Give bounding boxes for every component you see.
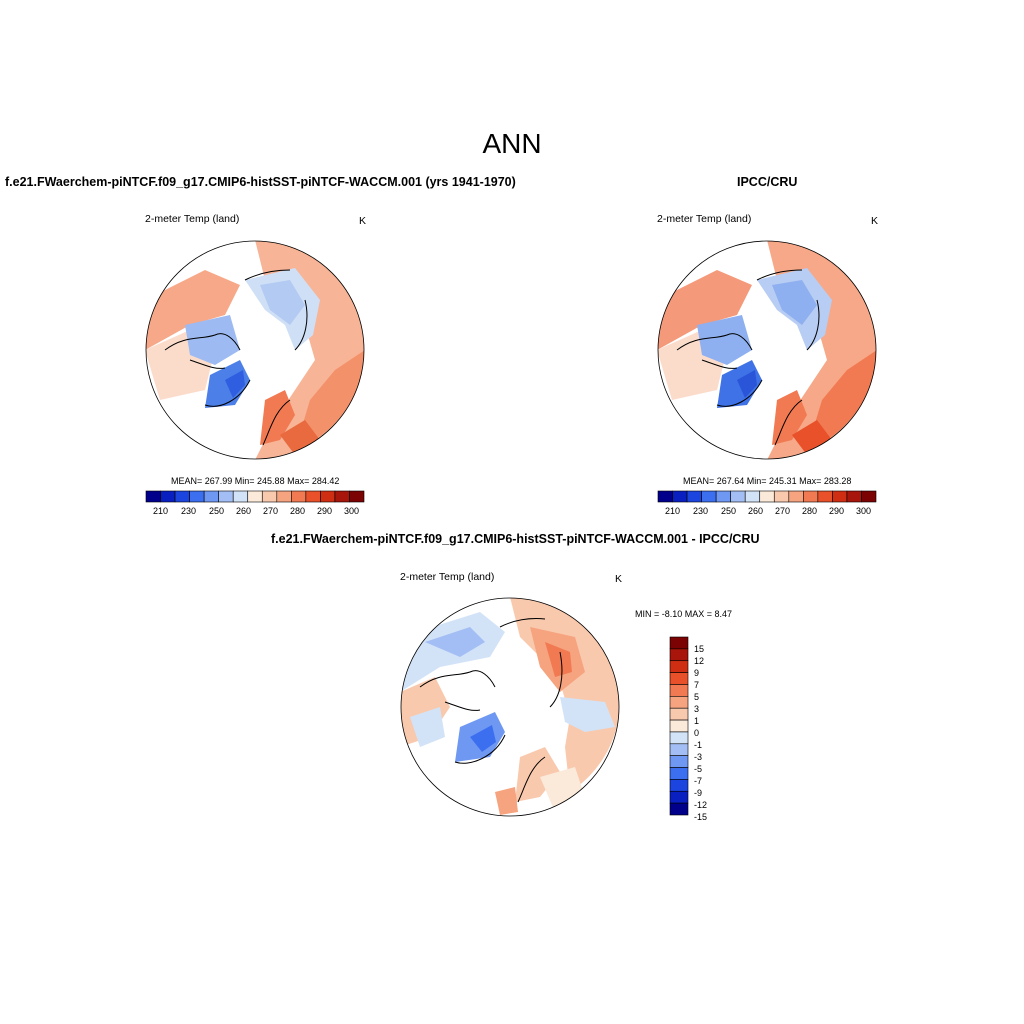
panel-3-tick: -9 <box>694 788 703 798</box>
panel-3-tick: 12 <box>694 656 705 666</box>
panel-3-tick: 7 <box>694 680 700 690</box>
panel-1-tick: 290 <box>317 506 333 516</box>
panel-3-tick: 3 <box>694 704 700 714</box>
panel-2-polar-map <box>657 240 877 460</box>
colorbar-swatch <box>672 490 688 503</box>
panel-1-tick: 250 <box>209 506 225 516</box>
colorbar-swatch <box>803 490 819 503</box>
colorbar-swatch <box>305 490 321 503</box>
colorbar-swatch <box>669 743 689 756</box>
panel-3-stats: MIN = -8.10 MAX = 8.47 <box>635 609 733 619</box>
panel-1-tick: 260 <box>236 506 252 516</box>
colorbar-swatch <box>773 490 790 503</box>
panel-1-colorbar-labels: 210 230 250 260 270 280 290 300 <box>146 506 364 518</box>
panel-2-colorbar-labels: 210 230 250 260 270 280 290 300 <box>658 506 876 518</box>
colorbar-swatch <box>669 779 689 792</box>
panel-1-polar-map <box>145 240 365 460</box>
colorbar-swatch <box>669 719 689 733</box>
colorbar-swatch <box>701 490 717 503</box>
panel-3-tick: 0 <box>694 728 700 738</box>
colorbar-swatch <box>334 490 350 503</box>
panel-1-tick: 280 <box>290 506 306 516</box>
panel-3-tick: -12 <box>694 800 708 810</box>
panel-3-colorbar <box>669 636 689 816</box>
panel-2-case-title: IPCC/CRU <box>737 175 798 189</box>
panel-3-tick: 5 <box>694 692 700 702</box>
colorbar-swatch <box>846 490 862 503</box>
panel-2-tick: 300 <box>856 506 872 516</box>
colorbar-swatch <box>744 490 761 503</box>
panel-3-tick: 15 <box>694 644 705 654</box>
colorbar-swatch <box>788 490 804 503</box>
colorbar-swatch <box>669 672 689 685</box>
panel-1-tick: 270 <box>263 506 279 516</box>
colorbar-swatch <box>861 490 877 503</box>
colorbar-swatch <box>759 490 775 503</box>
panel-3-tick: -3 <box>694 752 703 762</box>
panel-3-tick: 1 <box>694 716 700 726</box>
panel-3-units-label: K <box>615 573 623 585</box>
panel-2-colorbar <box>657 490 877 503</box>
colorbar-swatch <box>669 731 689 745</box>
panel-2-stats: MEAN= 267.64 Min= 245.31 Max= 283.28 <box>683 476 852 486</box>
colorbar-swatch <box>174 490 190 503</box>
colorbar-swatch <box>669 790 689 804</box>
colorbar-swatch <box>832 490 848 503</box>
panel-2-tick: 290 <box>829 506 845 516</box>
colorbar-swatch <box>276 490 292 503</box>
colorbar-swatch <box>291 490 307 503</box>
panel-3-colorbar-labels: 15 12 9 7 5 3 1 0 -1 -3 -5 -7 -9 -12 -15 <box>694 637 734 822</box>
panel-2-tick: 210 <box>665 506 681 516</box>
panel-3-tick: -15 <box>694 812 708 822</box>
colorbar-swatch <box>669 802 689 816</box>
panel-3-tick: -1 <box>694 740 703 750</box>
colorbar-swatch <box>232 490 249 503</box>
colorbar-swatch <box>320 490 336 503</box>
colorbar-swatch <box>247 490 263 503</box>
panel-3-tick: 9 <box>694 668 700 678</box>
colorbar-swatch <box>669 636 689 650</box>
colorbar-swatch <box>669 660 689 673</box>
colorbar-swatch <box>715 490 731 503</box>
panel-3-variable-label: 2-meter Temp (land) <box>400 571 495 583</box>
panel-1-colorbar <box>145 490 365 503</box>
colorbar-swatch <box>669 648 689 662</box>
panel-1-case-title: f.e21.FWaerchem-piNTCF.f09_g17.CMIP6-his… <box>5 175 516 189</box>
colorbar-swatch <box>203 490 219 503</box>
panel-3-case-title: f.e21.FWaerchem-piNTCF.f09_g17.CMIP6-his… <box>271 532 760 546</box>
panel-1-tick: 300 <box>344 506 360 516</box>
colorbar-swatch <box>189 490 205 503</box>
colorbar-swatch <box>218 490 234 503</box>
colorbar-swatch <box>261 490 278 503</box>
panel-1-units-label: K <box>359 215 367 227</box>
colorbar-swatch <box>669 684 689 697</box>
colorbar-swatch <box>160 490 176 503</box>
panel-1-variable-label: 2-meter Temp (land) <box>145 213 240 225</box>
colorbar-swatch <box>669 755 689 768</box>
panel-2-tick: 230 <box>693 506 709 516</box>
panel-3-tick: -5 <box>694 764 703 774</box>
panel-2-tick: 250 <box>721 506 737 516</box>
colorbar-swatch <box>817 490 833 503</box>
panel-3-polar-map <box>400 597 620 817</box>
colorbar-swatch <box>145 490 161 503</box>
colorbar-swatch <box>669 767 689 780</box>
colorbar-swatch <box>730 490 746 503</box>
panel-3-tick: -7 <box>694 776 703 786</box>
panel-2-units-label: K <box>871 215 879 227</box>
colorbar-swatch <box>669 707 689 721</box>
panel-2-tick: 280 <box>802 506 818 516</box>
colorbar-swatch <box>349 490 365 503</box>
colorbar-swatch <box>686 490 702 503</box>
panel-1-tick: 230 <box>181 506 197 516</box>
panel-2-variable-label: 2-meter Temp (land) <box>657 213 752 225</box>
colorbar-swatch <box>657 490 673 503</box>
panel-2-tick: 270 <box>775 506 791 516</box>
panel-1-stats: MEAN= 267.99 Min= 245.88 Max= 284.42 <box>171 476 340 486</box>
colorbar-swatch <box>669 696 689 709</box>
panel-1-tick: 210 <box>153 506 169 516</box>
panel-2-tick: 260 <box>748 506 764 516</box>
figure-title: ANN <box>482 128 542 159</box>
